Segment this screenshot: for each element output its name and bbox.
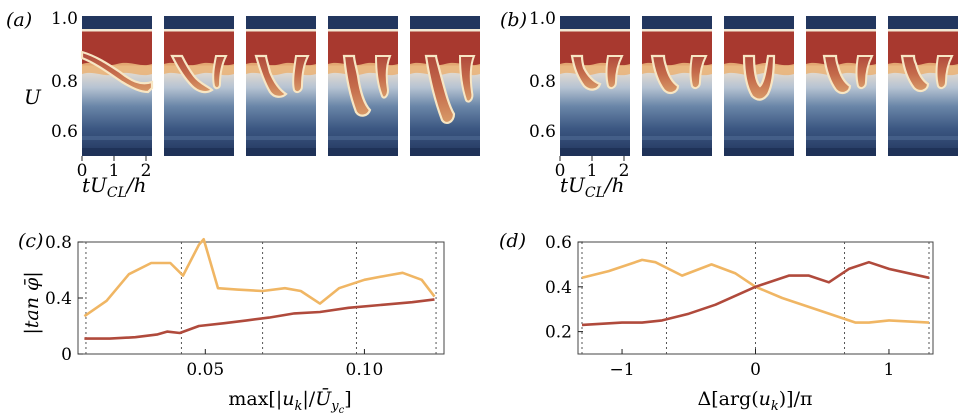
series-line-2 [581,260,930,327]
svg-text:|tan φ̄|: |tan φ̄| [21,271,43,334]
panel-label-c: (c) [18,230,43,252]
x-tick-label: 0.10 [346,360,384,380]
plume-shape [170,54,214,94]
x-tick-label: 0 [555,161,566,181]
snapshot-frame [328,16,398,156]
panel-label-a: (a) [6,9,32,31]
panel-b-xlabel: tUCL/h [560,173,625,201]
snapshot-frame [642,16,712,156]
snapshot-frame [724,16,794,156]
panel-c-chart: 0 0.4 0.8 0.05 0.10 [45,233,445,380]
y-tick-label: 0.4 [45,289,72,309]
panel-a-xlabel: tUCL/h [82,173,147,201]
plume-shape [80,50,154,94]
plume-shape [855,55,874,90]
panel-a-ylabel: U [24,85,42,109]
y-tick-label: 0.8 [529,72,556,92]
x-tick-label: 0 [77,161,88,181]
plume-shape [254,54,288,98]
panel-c-xlabel: max[|uk|/Ūyc] [228,387,351,415]
panel-d-chart: 0.2 0.4 0.6 −1 0 1 [545,233,934,380]
panel-a-frames: 0.6 0.8 1.0 0 1 2 [51,9,480,181]
y-tick-label: 1.0 [51,9,78,29]
x-tick-label: 2 [141,161,152,181]
plume-shape [822,54,852,95]
plume-shape [689,55,708,90]
snapshot-frame [164,16,234,156]
y-tick-label: 0.2 [545,323,572,343]
plume-shape [605,55,624,90]
plume-shape [212,55,228,90]
x-tick-label: 2 [619,161,630,181]
plume-shape [900,54,930,93]
plume-shape [650,54,680,95]
x-tick-label: −1 [610,360,635,380]
plume-shape [458,55,476,103]
panel-b-frames: 0.6 0.8 1.0 0 1 2 [529,9,958,181]
x-tick-label: 1 [884,360,895,380]
snapshot-frame [246,16,316,156]
plume-shape [342,54,372,117]
panel-label-b: (b) [500,9,527,31]
y-tick-label: 0.8 [51,72,78,92]
y-tick-label: 0.4 [545,278,572,298]
series-line-1 [581,258,930,324]
snapshot-frame [888,16,958,156]
y-tick-label: 0.6 [51,122,78,142]
y-tick-label: 1.0 [529,9,556,29]
x-tick-label: 0.05 [186,360,224,380]
plume-shape [742,54,776,101]
y-tick-label: 0.8 [45,233,72,253]
x-tick-label: 1 [587,161,598,181]
snapshot-frame [410,16,480,156]
y-tick-label: 0.6 [529,122,556,142]
snapshot-frame [560,16,630,156]
y-tick-label: 0.6 [545,233,572,253]
snapshot-frame [806,16,876,156]
plume-shape [374,55,392,99]
x-tick-label: 0 [750,360,761,380]
series-line-1 [83,237,436,318]
series-line-2 [84,298,435,340]
x-tick-label: 1 [109,161,120,181]
plume-shape [570,54,602,91]
y-tick-label: 0 [61,345,72,365]
plume-shape [292,55,310,94]
interface-band [724,62,794,76]
panel-label-d: (d) [499,230,526,252]
panel-c-ylabel: |tan φ̄| [21,271,43,334]
plume-shape [935,55,954,90]
snapshot-frame [80,16,154,156]
frame-background [246,16,316,156]
plume-shape [424,54,456,124]
panel-d-xlabel: Δ[arg(uk)]/π [698,388,813,414]
